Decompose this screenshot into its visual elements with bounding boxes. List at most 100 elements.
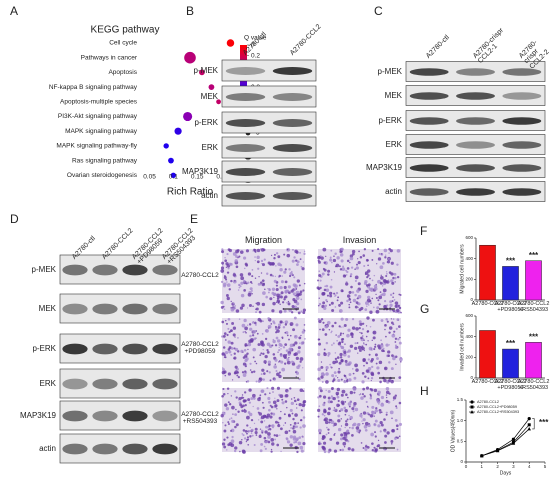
cell [235, 408, 237, 411]
cell [358, 308, 362, 312]
blot-band [62, 443, 88, 455]
cell [363, 342, 365, 344]
cell [282, 325, 286, 329]
cell [291, 362, 296, 366]
cell [253, 321, 257, 325]
cell [364, 447, 368, 451]
cell [355, 266, 359, 270]
blot-row-label: ERK [202, 143, 219, 152]
dot [226, 39, 235, 47]
cell [281, 336, 284, 339]
cell [317, 255, 321, 260]
cell [383, 418, 386, 421]
cell [226, 283, 231, 287]
blot-row-label: p-MEK [194, 66, 219, 75]
blot-band [225, 93, 266, 101]
cell [327, 450, 331, 454]
cell [290, 401, 294, 406]
cell [343, 374, 346, 377]
cell [246, 415, 250, 420]
cell [285, 437, 289, 440]
cell [236, 371, 240, 374]
blot-row-label: ERK [386, 140, 403, 149]
cell [261, 368, 265, 372]
cell [231, 435, 234, 439]
cell [273, 253, 276, 256]
cell [360, 336, 363, 340]
cell [247, 342, 252, 347]
cell [387, 350, 391, 354]
cell [231, 379, 234, 381]
cell [230, 395, 233, 397]
cell [346, 299, 349, 303]
cell [324, 285, 327, 288]
cell [348, 306, 351, 309]
cell [385, 413, 388, 416]
cell [234, 336, 236, 338]
cell [321, 413, 325, 416]
cell [396, 448, 399, 451]
cell [304, 337, 306, 340]
cell [235, 309, 240, 313]
cell [373, 347, 376, 351]
cell [385, 387, 390, 391]
cell [275, 434, 279, 438]
blot-strip [221, 184, 317, 207]
cell [317, 442, 321, 446]
cell [247, 443, 250, 446]
cell [362, 422, 364, 425]
cell [246, 352, 249, 355]
category-label: Ovarian steroidogenesis [67, 172, 138, 179]
cell [234, 446, 238, 450]
cell [386, 260, 391, 264]
cell [269, 320, 271, 323]
cell [295, 259, 298, 262]
cell [264, 430, 268, 434]
cell [390, 318, 393, 320]
cell [350, 285, 353, 289]
cell [279, 303, 281, 306]
cell [371, 339, 373, 342]
cell [263, 420, 266, 422]
cell [222, 393, 226, 396]
cell [367, 367, 372, 371]
cell [344, 343, 346, 345]
cell [348, 290, 352, 294]
cell [326, 294, 329, 297]
cell [371, 297, 374, 300]
blot-row-label: MEK [385, 91, 403, 100]
cell [290, 427, 292, 429]
cell [351, 291, 355, 294]
blot-band [92, 343, 118, 355]
blot-band [272, 93, 313, 101]
cell [295, 437, 299, 441]
cell [279, 354, 283, 357]
blot-band [409, 117, 449, 125]
cell [337, 379, 341, 383]
cell [380, 319, 384, 322]
cell [226, 436, 229, 439]
cell [339, 332, 343, 335]
cell [363, 339, 365, 341]
cell [330, 400, 333, 404]
cell [365, 301, 369, 305]
cell [379, 411, 382, 414]
cell [345, 362, 349, 367]
cell [318, 428, 322, 433]
cell [335, 360, 339, 364]
cell [376, 445, 379, 448]
cell [260, 442, 264, 446]
cell [286, 358, 290, 362]
cell [384, 434, 388, 438]
cell [325, 366, 329, 370]
cell [233, 449, 237, 453]
cell [383, 248, 388, 253]
cell [274, 275, 276, 278]
cell [274, 363, 277, 366]
cell [385, 396, 388, 399]
blot-band [502, 68, 542, 76]
cell [279, 427, 283, 431]
cell [266, 387, 269, 390]
cell [342, 436, 346, 440]
cell [388, 271, 392, 274]
